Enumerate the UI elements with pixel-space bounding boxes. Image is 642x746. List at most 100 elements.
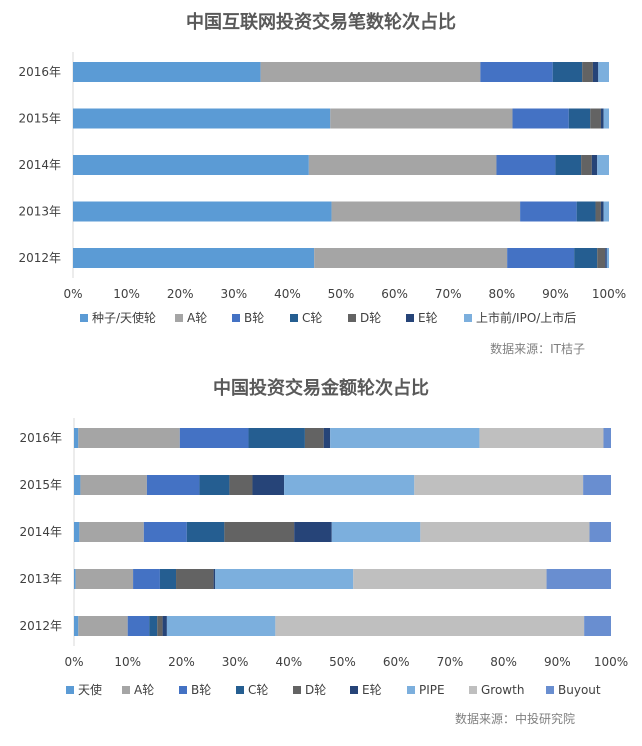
legend-item: Growth [469,683,524,697]
x-tick-label: 10% [114,655,141,669]
bar-segment-3 [512,108,569,129]
bar-segment-1 [74,616,79,636]
legend-swatch [236,686,244,694]
legend-swatch [407,686,415,694]
bar-segment-7 [606,248,609,268]
x-tick-label: 20% [167,287,194,301]
bar-segment-6 [592,62,599,82]
legend-item: D轮 [293,683,326,697]
legend-swatch [406,314,414,322]
bar-segment-2 [78,616,128,636]
legend-label: Buyout [558,683,601,697]
legend-item: A轮 [122,683,154,697]
bar-segment-6 [213,569,216,589]
legend-swatch [469,686,477,694]
category-label: 2015年 [18,112,61,126]
bar-segment-5 [597,248,606,268]
bar-segment-6 [252,475,285,495]
bar-segment-4 [555,155,582,175]
bar-segment-7 [330,428,480,448]
bar-segment-6 [591,155,598,175]
bar-segment-4 [576,201,596,222]
x-tick-label: 50% [329,655,356,669]
category-label: 2014年 [19,525,62,539]
legend-item: 种子/天使轮 [80,310,156,325]
legend-swatch [350,686,358,694]
bar-segment-5 [176,569,214,589]
legend-item: Buyout [546,683,601,697]
x-tick-label: 70% [435,287,462,301]
legend-item: E轮 [350,683,382,697]
bar-segment-2 [80,475,147,495]
bar-segment-8 [414,475,584,495]
bar-segment-7 [597,155,609,175]
legend-swatch [293,686,301,694]
bar-segment-5 [595,201,601,222]
legend-item: B轮 [179,683,211,697]
bar-segment-1 [74,475,81,495]
chart-title: 中国投资交易金额轮次占比 [213,377,429,399]
bar-segment-2 [308,155,497,175]
bar-segment-7 [166,616,276,636]
legend-swatch [122,686,130,694]
x-tick-label: 0% [63,287,82,301]
bar-segment-4 [149,616,158,636]
bar-segment-1 [73,248,315,268]
bar-segment-2 [260,62,481,82]
bar-segment-1 [73,62,261,82]
chart-2: 中国投资交易金额轮次占比 2016年 2015年 2014年 2013年 2012年 0% 1… [19,377,628,726]
legend-swatch [464,314,472,322]
bar-segment-3 [507,248,575,268]
x-tick-label: 80% [488,287,515,301]
bar-segment-3 [520,201,577,222]
category-label: 2012年 [19,619,62,633]
bar-segment-3 [143,522,187,542]
bar-segment-4 [199,475,230,495]
legend-label: E轮 [362,683,382,697]
x-tick-label: 40% [275,655,302,669]
bar-segment-3 [127,616,150,636]
bar-segment-5 [590,108,601,129]
legend-label: 上市前/IPO/上市后 [476,310,576,325]
category-label: 2016年 [18,65,61,79]
legend-label: D轮 [305,683,326,697]
category-label: 2015年 [19,478,62,492]
bar-segment-5 [229,475,253,495]
x-tick-label: 60% [381,287,408,301]
x-tick-label: 40% [274,287,301,301]
bar-segment-2 [314,248,508,268]
bar-segment-1 [73,155,309,175]
bar-segment-7 [331,522,421,542]
legend-label: PIPE [419,683,445,697]
legend-label: A轮 [134,683,154,697]
x-tick-label: 90% [544,655,571,669]
bar-segment-8 [479,428,604,448]
legend-label: C轮 [248,683,268,697]
bar-segment-6 [605,248,607,268]
legend-swatch [179,686,187,694]
x-tick-label: 80% [490,655,517,669]
bar-segment-4 [159,569,177,589]
legend-label: B轮 [244,311,264,325]
chart-title: 中国互联网投资交易笔数轮次占比 [186,11,456,33]
bar-segment-4 [186,522,225,542]
bar-segment-2 [75,569,134,589]
bar-segment-1 [74,569,76,589]
x-tick-label: 100% [592,287,626,301]
bar-segment-6 [162,616,167,636]
legend-label: B轮 [191,683,211,697]
legend-item: PIPE [407,683,445,697]
bar-segment-5 [581,155,592,175]
bar-segment-5 [157,616,163,636]
legend-item: E轮 [406,311,438,325]
bar-segment-3 [179,428,249,448]
bar-segment-2 [330,108,513,129]
category-label: 2016年 [19,431,62,445]
legend-item: B轮 [232,311,264,325]
source-note: 数据来源：中投研究院 [455,711,575,726]
bar-segment-8 [275,616,585,636]
legend-label: C轮 [302,311,322,325]
legend-swatch [290,314,298,322]
legend-item: A轮 [175,311,207,325]
